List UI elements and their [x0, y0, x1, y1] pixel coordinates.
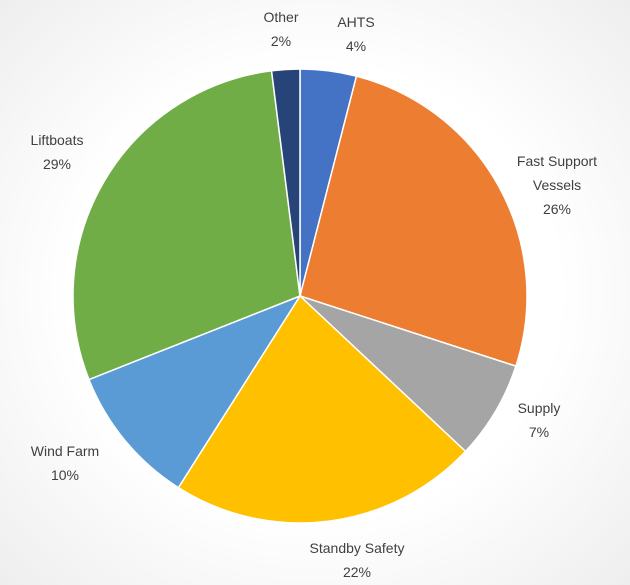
pie-slice-other	[270, 68, 301, 297]
data-label-standby-safety: Standby Safety 22%	[310, 540, 405, 580]
pie-labels: AHTS 4% Fast Support Vessels 26% Supply 7% Stan…	[31, 9, 598, 580]
data-label-supply: Supply 7%	[518, 400, 561, 440]
data-label-fast-support-vessels: Fast Support Vessels 26%	[517, 153, 597, 217]
pie-slice-wind-farm	[87, 294, 302, 489]
data-label-wind-farm: Wind Farm 10%	[31, 443, 99, 483]
pie-slice-fast-support-vessels	[299, 75, 528, 368]
pie-slice-liftboats	[72, 69, 301, 381]
data-label-liftboats: Liftboats 29%	[31, 132, 84, 172]
pie-slices	[72, 68, 528, 524]
data-label-other: Other 2%	[263, 9, 298, 49]
data-label-ahts: AHTS 4%	[337, 14, 374, 54]
pie-slice-standby-safety	[177, 294, 467, 524]
